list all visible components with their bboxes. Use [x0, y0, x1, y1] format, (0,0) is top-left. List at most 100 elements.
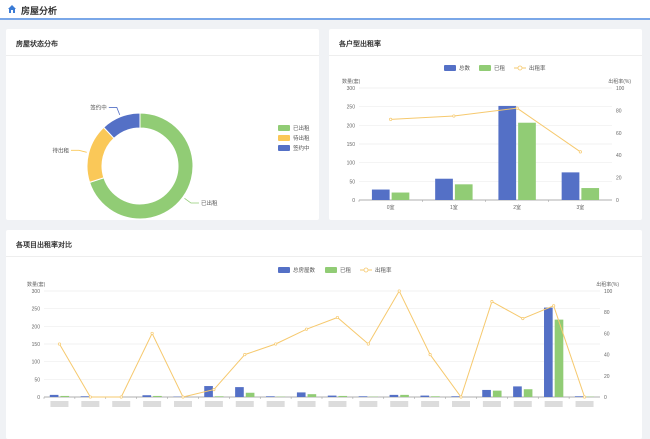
rate-point [181, 395, 185, 399]
bar [523, 389, 533, 397]
status-card-divider [6, 55, 319, 56]
home-icon [8, 5, 16, 13]
slice-label-line [70, 149, 87, 153]
y-tick-right: 60 [616, 131, 622, 137]
bar [492, 390, 502, 397]
rate-point [452, 114, 456, 118]
bar [435, 178, 453, 200]
y-tick-left: 200 [32, 324, 41, 330]
legend-label: 已租 [340, 266, 352, 274]
legend-label: 总数 [459, 64, 471, 72]
status-card: 房屋状态分布 已出租 待出租 签约中 已出租 待出租 签约中 [6, 29, 319, 220]
x-tick-label-redacted [544, 401, 563, 407]
legend-swatch [278, 267, 290, 273]
y-axis-left-title: 数量(套) [342, 78, 361, 85]
legend-swatch [325, 267, 337, 273]
x-tick-label-redacted [421, 401, 440, 407]
donut-slice [86, 126, 115, 184]
bar [431, 396, 440, 397]
legend-label: 签约中 [293, 144, 310, 152]
legend-swatch-dot [517, 65, 523, 71]
slice-label: 签约中 [90, 103, 107, 111]
rate-point [521, 317, 525, 321]
x-tick-label: 2室 [513, 204, 521, 211]
bar [371, 189, 390, 200]
y-tick-right: 60 [604, 331, 610, 337]
rate-point [335, 315, 339, 320]
rate-line [59, 289, 586, 399]
rate-point [578, 150, 582, 154]
donut-slice [88, 112, 194, 220]
y-tick-right: 80 [616, 108, 622, 114]
bar [574, 396, 584, 397]
donut-slice [103, 112, 141, 140]
x-tick-label: 0室 [387, 204, 395, 211]
bar [561, 172, 580, 200]
unit-bar-chart: 数量(套) 出租率(%) 0 50 100 150 200 250 300 0 20 40 60 80 10… [342, 64, 631, 211]
y-tick-left: 300 [32, 289, 41, 295]
top-bar: 房屋分析 [0, 0, 650, 20]
y-tick-left: 50 [349, 179, 355, 185]
x-tick-label-redacted [50, 401, 69, 407]
rate-point [366, 342, 370, 346]
unit-card: 各户型出租率 数量(套) 出租率(%) 0 50 100 150 200 250 300 0 20 4… [329, 29, 642, 220]
x-tick-label-redacted [575, 401, 594, 407]
y-tick-right: 20 [616, 176, 622, 182]
y-tick-left: 50 [34, 377, 40, 383]
x-tick-label-redacted [328, 401, 347, 407]
rate-point [212, 388, 216, 392]
x-tick-label-redacted [452, 401, 470, 407]
bar [153, 395, 162, 397]
x-tick-label-redacted [143, 401, 162, 407]
bar [400, 394, 409, 397]
y-tick-right: 100 [616, 86, 625, 92]
slice-label: 待出租 [52, 146, 69, 154]
legend-label: 总房屋数 [293, 266, 316, 274]
legend-label: 待出租 [293, 134, 310, 142]
bar [266, 396, 275, 397]
legend-swatch [278, 135, 290, 141]
y-tick-right: 0 [616, 198, 619, 204]
y-tick-left: 300 [347, 86, 356, 92]
y-tick-left: 0 [37, 395, 40, 401]
bar [554, 319, 564, 397]
x-tick-label-redacted [297, 401, 316, 407]
y-tick-left: 100 [32, 360, 41, 366]
rate-point [88, 395, 92, 399]
x-tick-label-redacted [359, 401, 378, 407]
x-tick-label-redacted [81, 401, 100, 407]
x-tick-label: 3室 [576, 204, 584, 211]
y-tick-left: 150 [32, 342, 41, 348]
y-axis-right-title: 出租率(%) [596, 281, 619, 288]
y-tick-right: 100 [604, 289, 613, 295]
unit-card-divider [329, 55, 642, 56]
bar [204, 386, 213, 397]
bar [338, 395, 348, 397]
x-tick-label-redacted [174, 401, 192, 407]
project-card: 各项目出租率对比 数量(套) 出租率(%) 0 50 100 150 200 250 300 0 2… [6, 230, 642, 439]
legend-swatch [444, 65, 456, 71]
bar [581, 188, 600, 200]
bar [80, 396, 90, 397]
bar [454, 184, 473, 200]
unit-card-title: 各户型出租率 [339, 41, 381, 48]
rate-point [490, 300, 494, 304]
project-card-divider [6, 256, 642, 257]
bar [498, 105, 517, 200]
x-tick-label-redacted [235, 401, 254, 407]
bar [307, 394, 317, 397]
y-tick-right: 80 [604, 310, 610, 316]
x-tick-label-redacted [112, 401, 131, 407]
legend-swatch [278, 145, 290, 151]
bar [358, 396, 368, 397]
slice-label: 已出租 [201, 199, 218, 207]
rate-point [583, 395, 587, 399]
bar [389, 394, 399, 397]
rate-point [150, 331, 154, 335]
legend-swatch [479, 65, 491, 71]
rate-point [243, 353, 247, 357]
bar [60, 395, 70, 397]
y-tick-right: 40 [616, 153, 622, 159]
y-tick-right: 0 [604, 395, 607, 401]
